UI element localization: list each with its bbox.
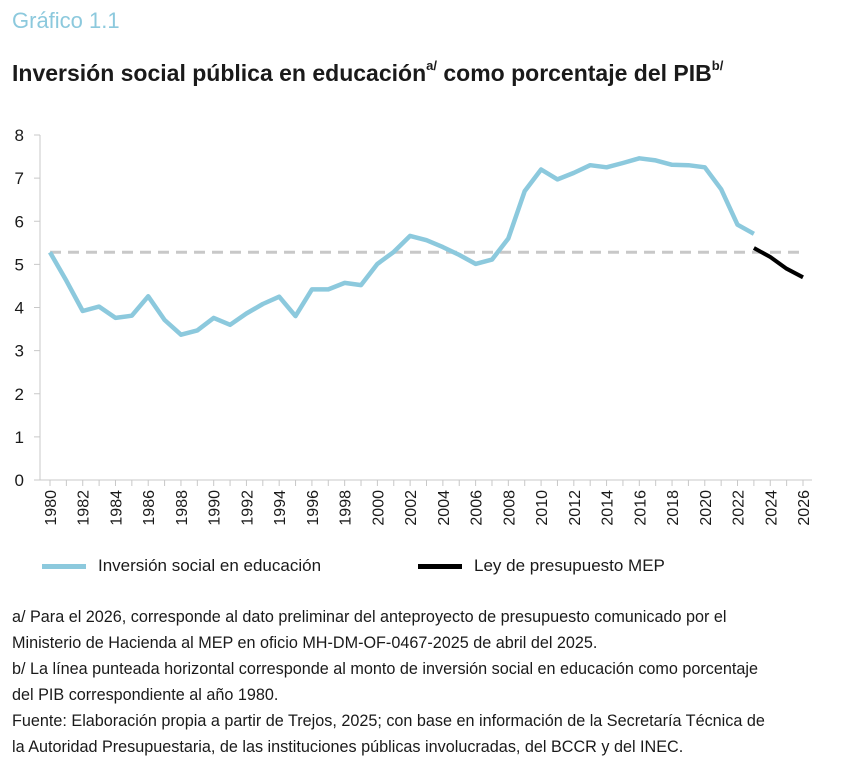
legend-swatch-budget: [418, 563, 462, 569]
y-tick-label: 4: [15, 299, 24, 318]
title-sup-b: b/: [711, 58, 724, 73]
x-tick-label: 1992: [239, 490, 256, 526]
legend-item-education: Inversión social en educación: [42, 556, 321, 576]
legend-label-budget: Ley de presupuesto MEP: [474, 556, 665, 575]
y-tick-label: 1: [15, 428, 24, 447]
source-line: la Autoridad Presupuestaria, de las inst…: [12, 738, 684, 756]
legend-item-budget: Ley de presupuesto MEP: [418, 556, 665, 576]
x-tick-label: 2010: [534, 490, 551, 526]
note-line: b/ La línea punteada horizontal correspo…: [12, 660, 759, 678]
note-line: Ministerio de Hacienda al MEP en oficio …: [12, 634, 598, 652]
x-tick-label: 2004: [436, 490, 453, 526]
x-tick-label: 1982: [76, 490, 93, 526]
x-tick-label: 2020: [698, 490, 715, 526]
chart-title: Inversión social pública en educacióna/ …: [12, 58, 724, 87]
legend-label-education: Inversión social en educación: [98, 556, 322, 575]
x-tick-label: 1984: [108, 490, 125, 526]
y-tick-label: 5: [15, 255, 24, 274]
y-tick-label: 2: [15, 385, 24, 404]
x-tick-label: 2026: [796, 490, 813, 526]
x-tick-label: 2018: [665, 490, 682, 526]
y-tick-label: 3: [15, 342, 24, 361]
y-tick-label: 7: [15, 169, 24, 188]
x-tick-label: 1990: [207, 490, 224, 526]
title-text-1: Inversión social pública en educación: [12, 60, 427, 86]
title-sup-a: a/: [426, 58, 437, 73]
source-line: Fuente: Elaboración propia a partir de T…: [12, 712, 765, 730]
figure-label: Gráfico 1.1: [12, 8, 120, 33]
x-tick-label: 1998: [338, 490, 355, 526]
series-line-education: [48, 156, 755, 337]
line-chart: 0 1 2 3 4 5 6 7 8 1980 1982 1984 1986 1988 1990 1992 199…: [15, 126, 813, 526]
x-tick-label: 1980: [43, 490, 60, 526]
x-tick-label: 1988: [174, 490, 191, 526]
x-tick-label: 2022: [731, 490, 748, 526]
y-tick-label: 8: [15, 126, 24, 145]
x-tick-label: 2002: [403, 490, 420, 526]
x-tick-label: 2024: [763, 490, 780, 526]
series-line-budget: [752, 246, 804, 280]
footnotes: a/ Para el 2026, corresponde al dato pre…: [12, 604, 832, 760]
x-tick-label: 2016: [632, 490, 649, 526]
x-tick-label: 1994: [272, 490, 289, 526]
x-tick-label: 1986: [141, 490, 158, 526]
x-tick-label: 2014: [600, 490, 617, 526]
x-tick-label: 2006: [469, 490, 486, 526]
note-line: del PIB correspondiente al año 1980.: [12, 686, 279, 704]
x-tick-label: 1996: [305, 490, 322, 526]
legend: Inversión social en educación Ley de pre…: [0, 556, 851, 582]
legend-swatch-education: [42, 563, 86, 569]
title-text-2: como porcentaje del PIB: [436, 60, 712, 86]
x-tick-label: 2008: [501, 490, 518, 526]
x-tick-label: 2000: [370, 490, 387, 526]
note-line: a/ Para el 2026, corresponde al dato pre…: [12, 608, 727, 626]
y-tick-label: 0: [15, 471, 24, 490]
y-tick-label: 6: [15, 212, 24, 231]
x-tick-label: 2012: [567, 490, 584, 526]
